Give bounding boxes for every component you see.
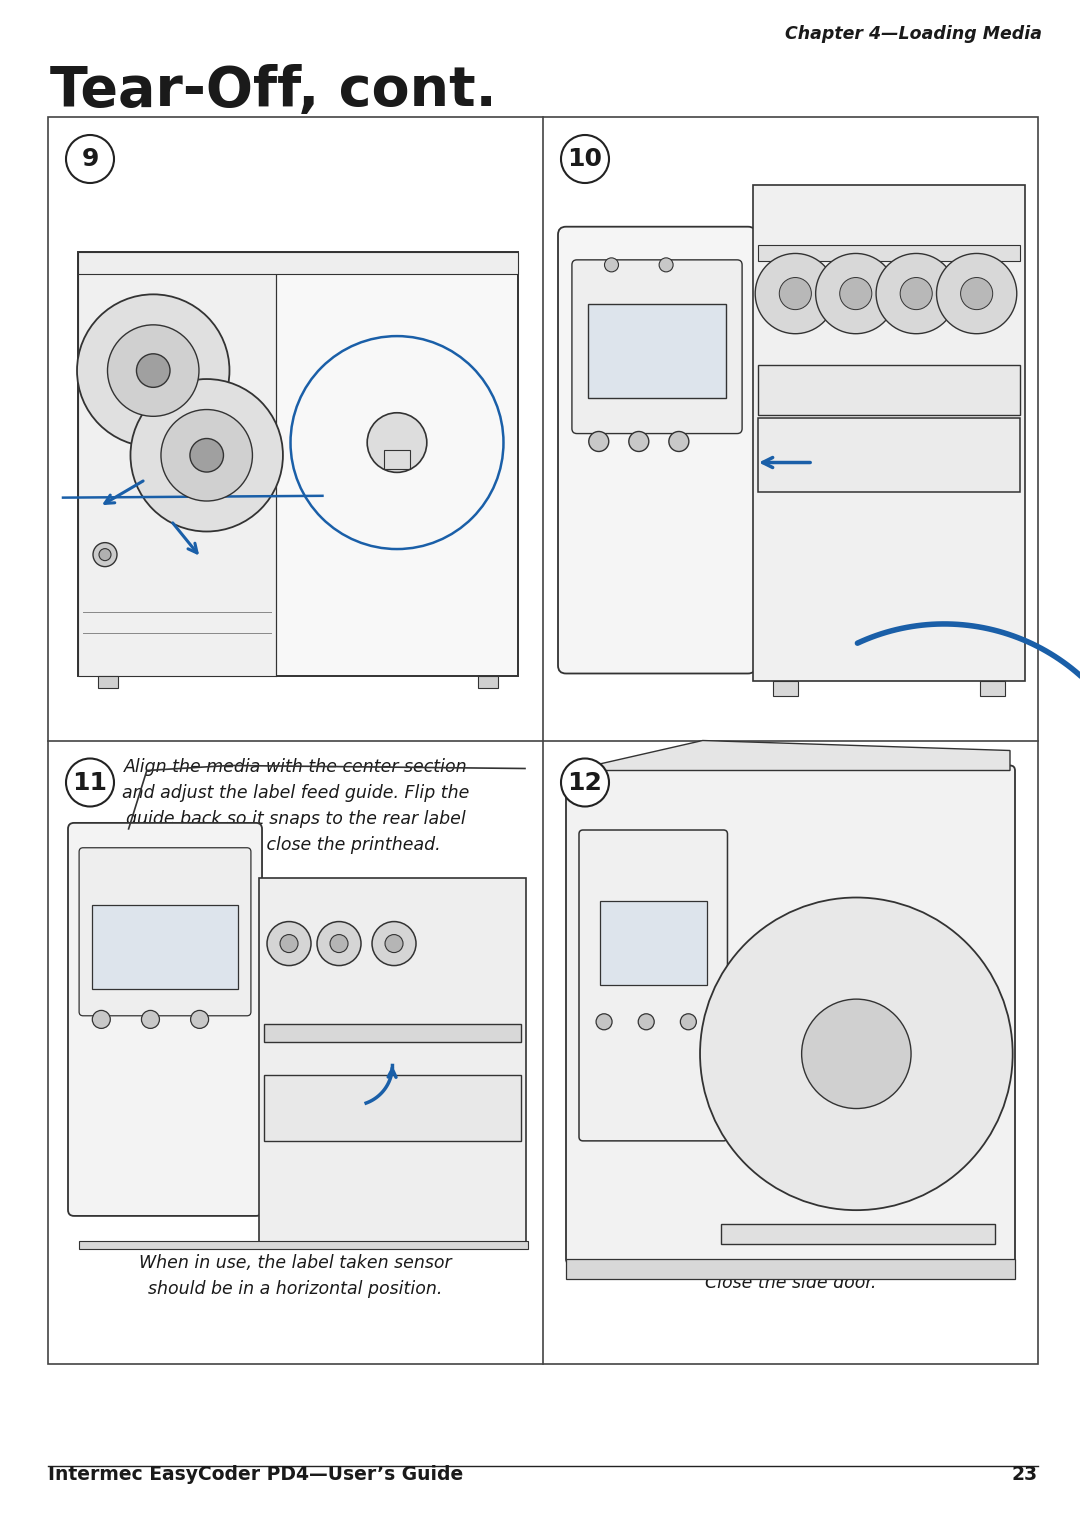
Bar [773, 680, 798, 696]
Bar [264, 1025, 521, 1042]
Circle shape [815, 253, 896, 334]
Circle shape [66, 758, 114, 806]
Bar [48, 116, 1038, 1363]
Circle shape [755, 253, 836, 334]
Circle shape [99, 548, 111, 561]
Circle shape [561, 135, 609, 182]
Bar [758, 418, 1020, 492]
Text: 23: 23 [1012, 1465, 1038, 1485]
Circle shape [700, 898, 1013, 1210]
Bar [259, 878, 526, 1244]
Text: 9: 9 [81, 147, 98, 172]
Circle shape [93, 542, 117, 567]
FancyBboxPatch shape [79, 847, 251, 1016]
Text: Optionally, press the lower part of the
label taken sensor to flip it open.: Optionally, press the lower part of the … [625, 758, 956, 803]
Circle shape [840, 277, 872, 309]
Bar [980, 680, 1005, 696]
Circle shape [367, 412, 427, 472]
Circle shape [108, 325, 199, 417]
Bar [98, 676, 118, 688]
Bar [588, 303, 726, 398]
FancyBboxPatch shape [68, 823, 262, 1216]
Circle shape [190, 438, 224, 472]
Circle shape [280, 935, 298, 953]
Text: When in use, the label taken sensor
should be in a horizontal position.: When in use, the label taken sensor shou… [139, 1255, 451, 1298]
Circle shape [131, 378, 283, 532]
Circle shape [330, 935, 348, 953]
Circle shape [801, 999, 912, 1109]
Text: Intermec EasyCoder PD4—User’s Guide: Intermec EasyCoder PD4—User’s Guide [48, 1465, 463, 1485]
Circle shape [638, 1014, 654, 1030]
Text: 12: 12 [568, 771, 603, 795]
Circle shape [372, 922, 416, 965]
Circle shape [561, 758, 609, 806]
Circle shape [780, 277, 811, 309]
Circle shape [900, 277, 932, 309]
Circle shape [318, 922, 361, 965]
Text: Align the media with the center section
and adjust the label feed guide. Flip th: Align the media with the center section … [122, 758, 469, 853]
Bar [721, 1224, 995, 1244]
Text: Tear-Off, cont.: Tear-Off, cont. [50, 64, 497, 118]
Circle shape [136, 354, 170, 388]
Circle shape [629, 432, 649, 452]
Circle shape [936, 253, 1016, 334]
Circle shape [190, 1011, 208, 1028]
Circle shape [680, 1014, 697, 1030]
Circle shape [960, 277, 993, 309]
Text: Chapter 4—Loading Media: Chapter 4—Loading Media [785, 25, 1042, 43]
Circle shape [659, 257, 673, 271]
Circle shape [876, 253, 956, 334]
Circle shape [589, 432, 609, 452]
Circle shape [141, 1011, 160, 1028]
Bar [753, 185, 1025, 680]
Bar [78, 251, 518, 676]
Text: Close the side door.: Close the side door. [705, 1275, 876, 1291]
Circle shape [77, 294, 229, 447]
Text: 11: 11 [72, 771, 108, 795]
Bar [384, 450, 409, 469]
FancyBboxPatch shape [572, 260, 742, 434]
Circle shape [596, 1014, 612, 1030]
Text: 10: 10 [567, 147, 603, 172]
Circle shape [66, 135, 114, 182]
Bar [264, 1075, 521, 1141]
Bar [758, 366, 1020, 415]
FancyBboxPatch shape [558, 227, 756, 674]
Circle shape [92, 1011, 110, 1028]
Circle shape [384, 935, 403, 953]
Polygon shape [571, 740, 1010, 771]
Circle shape [161, 409, 253, 501]
Bar [78, 251, 518, 274]
Bar [78, 251, 276, 676]
Circle shape [669, 432, 689, 452]
Bar [79, 1241, 528, 1249]
Bar [478, 676, 498, 688]
Circle shape [267, 922, 311, 965]
Bar [599, 901, 706, 985]
Bar [566, 1259, 1015, 1279]
FancyBboxPatch shape [579, 830, 728, 1141]
Circle shape [605, 257, 619, 271]
FancyBboxPatch shape [566, 766, 1015, 1264]
Bar [758, 245, 1020, 262]
Bar [92, 905, 238, 990]
